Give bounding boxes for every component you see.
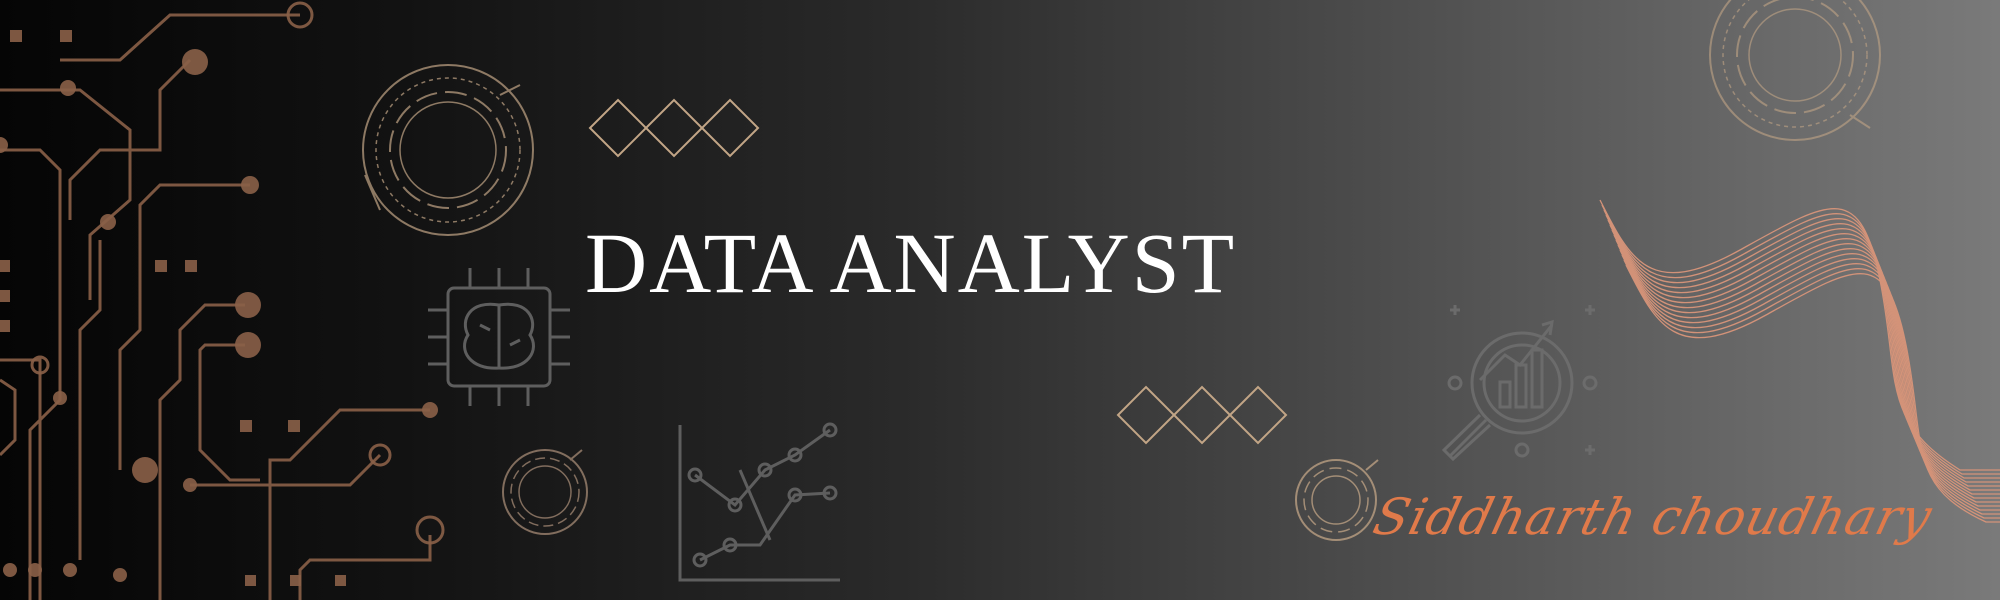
diamond-ornament-icon — [1116, 385, 1288, 445]
concentric-ring-icon — [362, 64, 534, 236]
concentric-ring-icon — [1295, 459, 1379, 541]
concentric-ring-icon — [1709, 0, 1881, 141]
circuit-board-icon — [0, 13, 432, 600]
line-chart-icon — [678, 422, 840, 582]
signature: Siddharth choudhary — [1367, 488, 1939, 546]
diamond-ornament-icon — [588, 98, 760, 158]
ai-brain-chip-icon — [428, 268, 570, 406]
concentric-ring-icon — [502, 449, 588, 535]
analytics-magnifier-icon — [1441, 305, 1598, 462]
page-title: DATA ANALYST — [585, 215, 1237, 311]
wave-ribbon-icon — [1599, 199, 2000, 523]
